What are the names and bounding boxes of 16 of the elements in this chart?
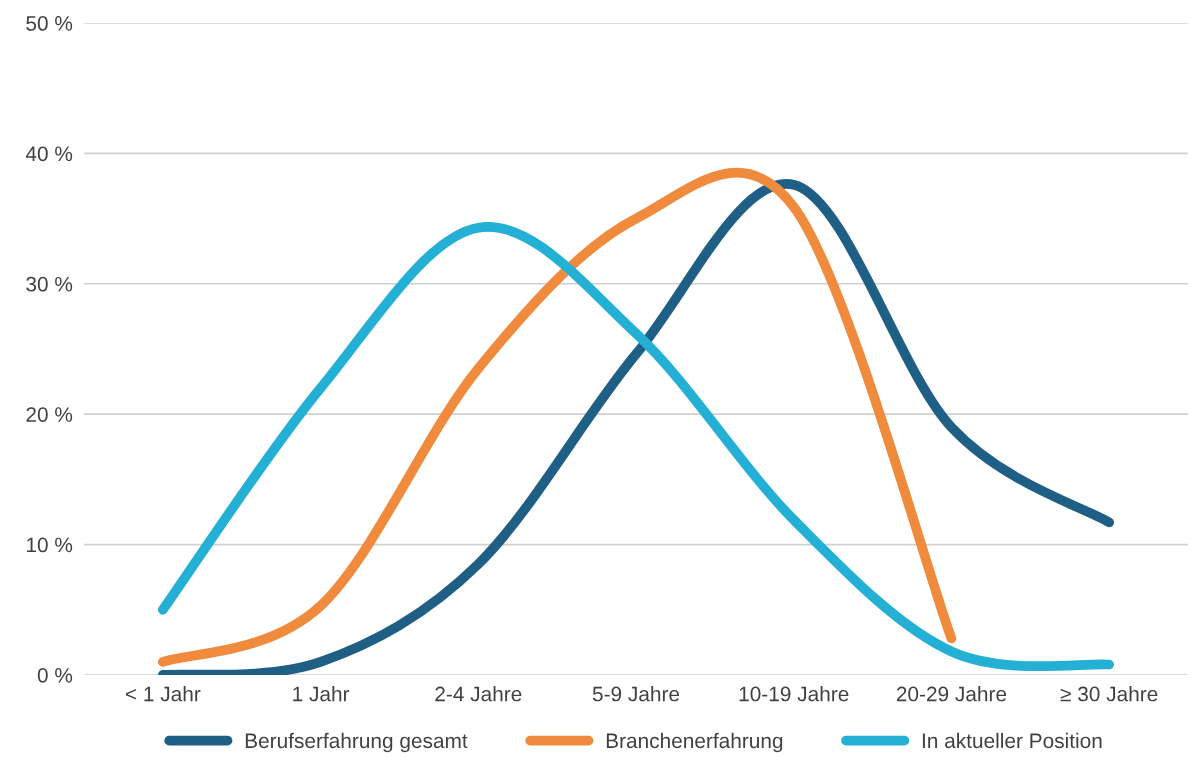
- legend-label: Berufserfahrung gesamt: [245, 732, 468, 753]
- x-tick-label: 1 Jahr: [293, 686, 350, 702]
- y-tick-label: 30 %: [26, 276, 73, 292]
- x-tick-label: ≥ 30 Jahre: [1060, 686, 1158, 702]
- x-tick-label: < 1 Jahr: [125, 686, 201, 702]
- y-tick-label: 20 %: [26, 407, 73, 422]
- legend-label: Branchenerfahrung: [606, 732, 783, 753]
- x-tick-label: 20-29 Jahre: [896, 686, 1007, 702]
- x-tick-label: 2-4 Jahre: [435, 686, 522, 702]
- y-tick-label: 50 %: [26, 16, 73, 31]
- y-tick-label: 10 %: [26, 537, 73, 553]
- y-tick-label: 40 %: [25, 146, 73, 162]
- legend-label: In aktueller Position: [922, 732, 1102, 749]
- x-tick-label: 10-19 Jahre: [739, 686, 849, 702]
- y-tick-label: 0 %: [37, 667, 73, 683]
- x-tick-label: 5-9 Jahre: [592, 686, 680, 702]
